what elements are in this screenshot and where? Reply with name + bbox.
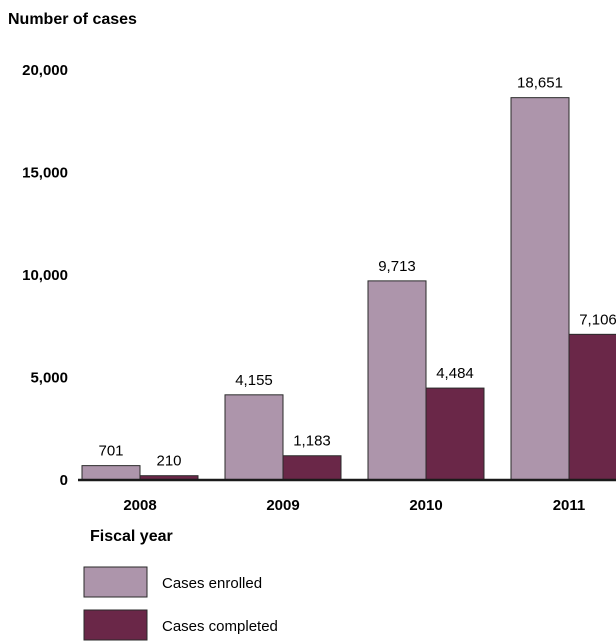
data-label: 7,106 [579, 311, 616, 328]
data-label: 1,183 [293, 433, 331, 450]
data-labels: 701 4,155 9,713 18,651 210 1,183 4,484 7,106 [98, 75, 616, 470]
bar-enrolled-2010 [367, 280, 427, 481]
bar-completed-2010 [425, 387, 485, 481]
y-tick-label: 15,000 [22, 165, 68, 182]
x-axis-title: Fiscal year [90, 528, 173, 545]
x-tick-labels: 2008 2009 2010 2011 [123, 497, 585, 514]
data-label: 4,155 [235, 372, 273, 389]
x-tick-label: 2008 [123, 497, 156, 514]
legend-swatch [83, 566, 148, 598]
bar-completed-2011 [568, 333, 616, 481]
y-tick-label: 5,000 [30, 370, 68, 387]
y-axis-title: Number of cases [8, 11, 137, 28]
bar-enrolled-2008 [81, 465, 141, 481]
x-tick-label: 2010 [409, 497, 442, 514]
y-tick-label: 0 [60, 472, 68, 489]
x-tick-label: 2011 [553, 497, 586, 514]
data-label: 210 [156, 453, 181, 470]
data-label: 4,484 [436, 365, 474, 382]
legend-label: Cases completed [162, 618, 278, 635]
legend-swatch [83, 609, 148, 641]
legend: Cases enrolled Cases completed [83, 566, 278, 641]
data-label: 701 [98, 443, 123, 460]
bars [81, 97, 616, 481]
bar-completed-2009 [282, 455, 342, 481]
bar-enrolled-2011 [510, 97, 570, 481]
y-tick-labels: 0 5,000 10,000 15,000 20,000 [22, 62, 68, 489]
data-label: 18,651 [517, 75, 563, 92]
bar-enrolled-2009 [224, 394, 284, 481]
x-tick-label: 2009 [266, 497, 299, 514]
y-tick-label: 20,000 [22, 62, 68, 79]
legend-label: Cases enrolled [162, 575, 262, 592]
data-label: 9,713 [378, 258, 416, 275]
y-tick-label: 10,000 [22, 267, 68, 284]
